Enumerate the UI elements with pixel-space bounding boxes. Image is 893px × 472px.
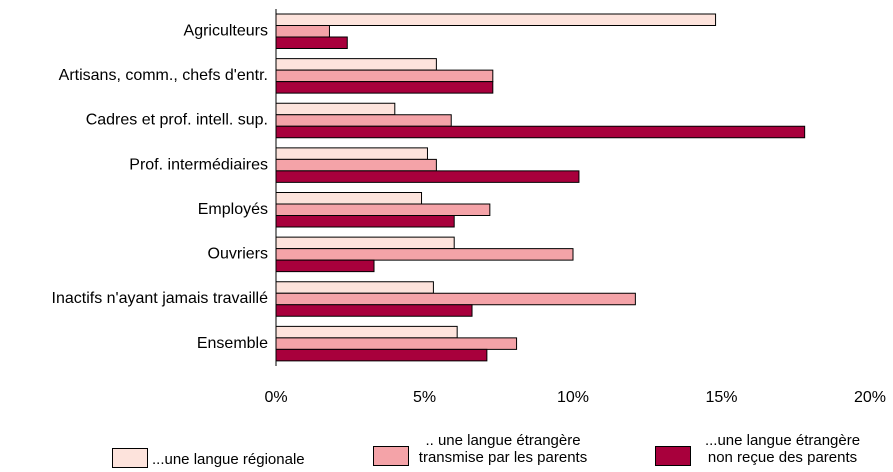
bar (275, 81, 494, 94)
bar (275, 337, 518, 350)
bar (275, 114, 452, 127)
x-tick-label: 10% (557, 389, 589, 406)
bar (275, 304, 473, 317)
y-tick-label: Agriculteurs (184, 22, 268, 39)
bar (275, 192, 423, 205)
bar (275, 259, 375, 273)
bar (275, 215, 455, 228)
legend-label: ...une langue régionale (152, 451, 305, 468)
y-tick-label: Prof. intermédiaires (129, 156, 268, 173)
bar (275, 125, 806, 139)
y-tick-label: Employés (198, 201, 268, 218)
bar (275, 102, 396, 116)
bar (275, 36, 348, 49)
x-tick-label: 0% (264, 389, 287, 406)
bar (275, 25, 330, 38)
x-tick-label: 5% (413, 389, 436, 406)
bar (275, 348, 488, 362)
x-tick-label: 15% (705, 389, 737, 406)
legend-swatch (112, 448, 148, 468)
legend-item: .. une langue étrangère transmise par le… (373, 432, 593, 466)
chart: 0% 5% 10% 15% 20% Agriculteurs Artisans, comm.… (52, 9, 886, 406)
legend-swatch (655, 446, 691, 466)
bar (275, 58, 437, 71)
bar (275, 158, 437, 172)
legend-item: ...une langue étrangère non reçue des pa… (655, 432, 870, 466)
y-tick-label: Inactifs n'ayant jamais travaillé (52, 290, 269, 307)
bar (275, 147, 428, 160)
y-tick-label: Cadres et prof. intell. sup. (86, 112, 268, 129)
bar (275, 236, 455, 250)
bar (275, 325, 458, 339)
bar (275, 248, 574, 261)
bar (275, 170, 580, 183)
x-tick-label: 20% (854, 389, 886, 406)
legend-swatch (373, 446, 409, 466)
bar (275, 69, 494, 83)
legend-label: .. une langue étrangère transmise par le… (418, 432, 588, 466)
bar (275, 203, 491, 216)
y-tick-label: Artisans, comm., chefs d'entr. (59, 67, 268, 84)
y-tick-label: Ouvriers (208, 246, 268, 263)
bar (275, 292, 636, 306)
y-tick-label: Ensemble (197, 335, 268, 352)
legend-item: ...une langue régionale (112, 448, 305, 468)
bar (275, 281, 434, 294)
bar (275, 13, 717, 26)
legend-label: ...une langue étrangère non reçue des pa… (704, 432, 861, 466)
